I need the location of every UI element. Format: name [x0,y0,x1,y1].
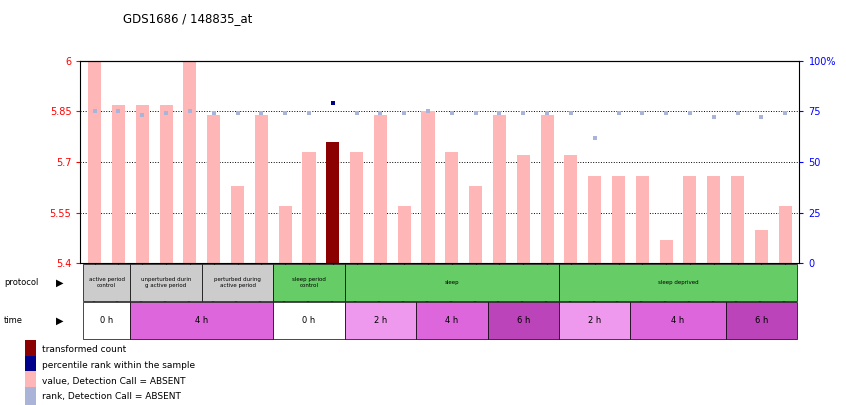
Bar [83,303,130,339]
Text: value, Detection Call = ABSENT: value, Detection Call = ABSENT [42,377,186,386]
Bar [755,230,768,263]
Bar [25,371,36,391]
Text: 4 h: 4 h [672,316,684,326]
Bar [635,175,649,263]
Bar [344,303,416,339]
Text: percentile rank within the sample: percentile rank within the sample [42,361,195,370]
Bar [416,303,487,339]
Text: 6 h: 6 h [755,316,768,326]
Text: protocol: protocol [4,278,39,287]
Bar [469,185,482,263]
Bar [707,175,720,263]
Bar [25,356,36,375]
Bar [25,387,36,405]
Bar [588,175,602,263]
Bar [202,264,273,301]
Bar [630,303,726,339]
Bar [684,175,696,263]
Text: perturbed during
active period: perturbed during active period [214,277,261,288]
Bar [374,115,387,263]
Text: ▶: ▶ [56,277,63,288]
Text: transformed count: transformed count [42,345,127,354]
Bar [778,206,792,263]
Bar [278,206,292,263]
Text: sleep: sleep [444,280,459,285]
Bar [487,303,559,339]
Bar [302,152,316,263]
Bar [421,111,435,263]
Bar [660,240,673,263]
Text: sleep deprived: sleep deprived [657,280,698,285]
Bar [184,61,196,263]
Bar [493,115,506,263]
Bar [541,115,553,263]
Text: GDS1686 / 148835_at: GDS1686 / 148835_at [123,12,252,25]
Bar [445,152,459,263]
Text: 0 h: 0 h [100,316,113,326]
Bar [344,264,559,301]
Text: 4 h: 4 h [195,316,208,326]
Text: 0 h: 0 h [302,316,316,326]
Bar [25,340,36,360]
Text: time: time [4,316,23,326]
Bar [255,115,268,263]
Text: sleep period
control: sleep period control [292,277,326,288]
Text: 2 h: 2 h [374,316,387,326]
Bar [327,142,339,263]
Bar [273,303,344,339]
Bar [88,61,102,263]
Bar [350,152,363,263]
Bar [160,104,173,263]
Bar [112,104,125,263]
Bar [559,264,797,301]
Text: 6 h: 6 h [517,316,530,326]
Text: 4 h: 4 h [445,316,459,326]
Bar [231,185,244,263]
Bar [559,303,630,339]
Bar [731,175,744,263]
Bar [612,175,625,263]
Bar [130,303,273,339]
Bar [135,104,149,263]
Text: rank, Detection Call = ABSENT: rank, Detection Call = ABSENT [42,392,181,401]
Text: unperturbed durin
g active period: unperturbed durin g active period [141,277,191,288]
Bar [207,115,220,263]
Bar [517,155,530,263]
Bar [398,206,411,263]
Bar [564,155,578,263]
Bar [83,264,130,301]
Bar [726,303,797,339]
Text: active period
control: active period control [89,277,124,288]
Text: ▶: ▶ [56,316,63,326]
Text: 2 h: 2 h [588,316,602,326]
Bar [273,264,344,301]
Bar [130,264,202,301]
